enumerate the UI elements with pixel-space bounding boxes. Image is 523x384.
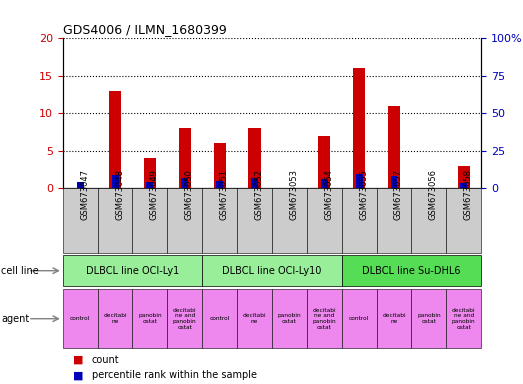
FancyBboxPatch shape [202,255,342,286]
FancyBboxPatch shape [272,188,307,253]
FancyBboxPatch shape [342,289,377,348]
Text: count: count [92,355,119,365]
Text: GSM673047: GSM673047 [80,169,89,220]
Bar [356,174,362,188]
Text: decitabi
ne: decitabi ne [382,313,406,324]
FancyBboxPatch shape [63,188,98,253]
FancyBboxPatch shape [98,289,132,348]
FancyBboxPatch shape [446,188,481,253]
Text: DLBCL line OCI-Ly1: DLBCL line OCI-Ly1 [86,266,179,276]
Text: decitabi
ne: decitabi ne [243,313,266,324]
Bar [179,128,191,188]
Bar [391,176,397,188]
Text: decitabi
ne and
panobin
ostat: decitabi ne and panobin ostat [452,308,475,330]
FancyBboxPatch shape [167,188,202,253]
Text: agent: agent [1,314,29,324]
Text: GSM673057: GSM673057 [394,169,403,220]
FancyBboxPatch shape [202,188,237,253]
FancyBboxPatch shape [132,188,167,253]
Text: GSM673052: GSM673052 [255,169,264,220]
Text: GDS4006 / ILMN_1680399: GDS4006 / ILMN_1680399 [63,23,226,36]
Bar [213,143,226,188]
FancyBboxPatch shape [63,255,202,286]
Bar [181,179,188,188]
FancyBboxPatch shape [377,188,412,253]
FancyBboxPatch shape [237,188,272,253]
FancyBboxPatch shape [412,289,446,348]
Bar [460,183,467,188]
Text: decitabi
ne and
panobin
ostat: decitabi ne and panobin ostat [173,308,197,330]
Text: GSM673053: GSM673053 [289,169,299,220]
Text: GSM673056: GSM673056 [429,169,438,220]
Text: GSM673051: GSM673051 [220,169,229,220]
FancyBboxPatch shape [342,255,481,286]
FancyBboxPatch shape [377,289,412,348]
Text: control: control [349,316,369,321]
FancyBboxPatch shape [63,289,98,348]
FancyBboxPatch shape [342,188,377,253]
Text: percentile rank within the sample: percentile rank within the sample [92,370,256,381]
Bar [353,68,365,188]
Text: cell line: cell line [1,266,39,276]
FancyBboxPatch shape [202,289,237,348]
Text: GSM673050: GSM673050 [185,169,194,220]
Bar [321,179,328,188]
Text: panobin
ostat: panobin ostat [278,313,301,324]
Text: decitabi
ne: decitabi ne [103,313,127,324]
Bar [77,182,84,188]
Bar [318,136,331,188]
Bar [248,128,260,188]
Text: panobin
ostat: panobin ostat [138,313,162,324]
FancyBboxPatch shape [412,188,446,253]
Text: ■: ■ [73,355,84,365]
Text: control: control [70,316,90,321]
Bar [146,182,153,188]
FancyBboxPatch shape [167,289,202,348]
Text: DLBCL line OCI-Ly10: DLBCL line OCI-Ly10 [222,266,322,276]
Bar [109,91,121,188]
FancyBboxPatch shape [307,289,342,348]
FancyBboxPatch shape [237,289,272,348]
Bar [388,106,400,188]
Text: GSM673055: GSM673055 [359,169,368,220]
FancyBboxPatch shape [98,188,132,253]
Text: GSM673049: GSM673049 [150,169,159,220]
Bar [251,179,258,188]
Text: GSM673048: GSM673048 [115,169,124,220]
Bar [216,181,223,188]
Text: decitabi
ne and
panobin
ostat: decitabi ne and panobin ostat [312,308,336,330]
Bar [458,166,470,188]
Text: GSM673054: GSM673054 [324,169,333,220]
Text: control: control [210,316,230,321]
Text: DLBCL line Su-DHL6: DLBCL line Su-DHL6 [362,266,461,276]
FancyBboxPatch shape [307,188,342,253]
Bar [144,158,156,188]
FancyBboxPatch shape [446,289,481,348]
Text: panobin
ostat: panobin ostat [417,313,441,324]
Text: GSM673058: GSM673058 [464,169,473,220]
Text: ■: ■ [73,370,84,381]
FancyBboxPatch shape [272,289,307,348]
FancyBboxPatch shape [132,289,167,348]
Bar [111,175,119,188]
